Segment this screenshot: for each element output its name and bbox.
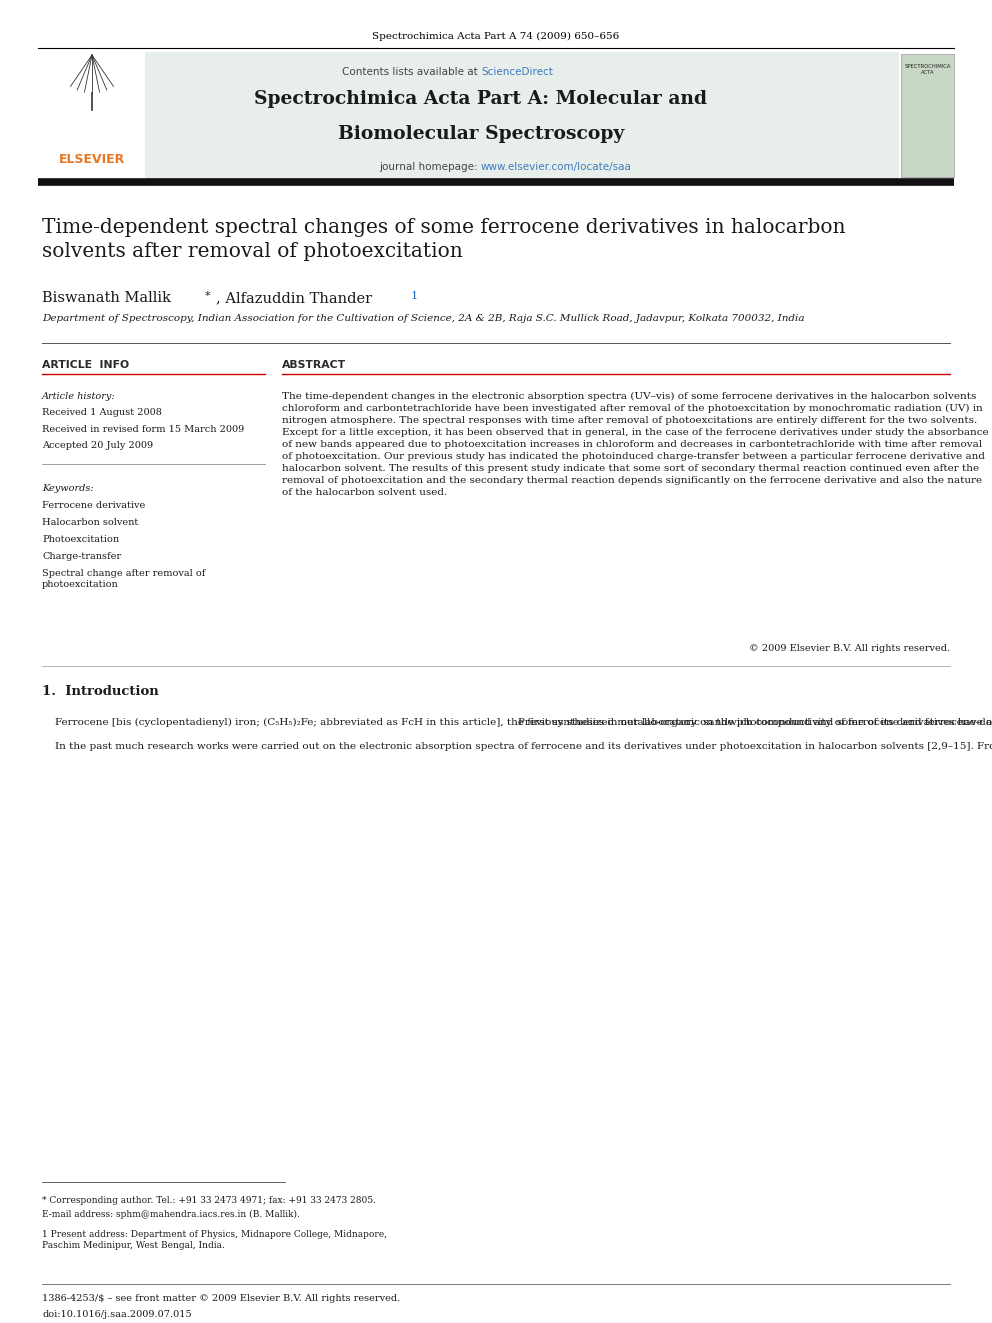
Text: 1: 1 — [411, 291, 418, 302]
Text: ELSEVIER: ELSEVIER — [59, 153, 125, 165]
Text: ScienceDirect: ScienceDirect — [481, 67, 553, 77]
Bar — [901, 54, 954, 177]
Text: 1 Present address: Department of Physics, Midnapore College, Midnapore,
Paschim : 1 Present address: Department of Physics… — [42, 1230, 387, 1250]
Text: Previous studies in our laboratory on the photoconductivity of ferrocene and fer: Previous studies in our laboratory on th… — [505, 718, 992, 728]
Text: * Corresponding author. Tel.: +91 33 2473 4971; fax: +91 33 2473 2805.: * Corresponding author. Tel.: +91 33 247… — [42, 1196, 376, 1205]
Text: Biomolecular Spectroscopy: Biomolecular Spectroscopy — [338, 124, 624, 143]
Bar — [145, 52, 899, 180]
Text: Received in revised form 15 March 2009: Received in revised form 15 March 2009 — [42, 425, 244, 434]
Text: Article history:: Article history: — [42, 392, 116, 401]
Text: Ferrocene derivative: Ferrocene derivative — [42, 501, 145, 509]
Text: Contents lists available at: Contents lists available at — [342, 67, 481, 77]
Text: Spectrochimica Acta Part A 74 (2009) 650–656: Spectrochimica Acta Part A 74 (2009) 650… — [372, 32, 620, 41]
Text: www.elsevier.com/locate/saa: www.elsevier.com/locate/saa — [481, 161, 632, 172]
Text: Time-dependent spectral changes of some ferrocene derivatives in halocarbon
solv: Time-dependent spectral changes of some … — [42, 218, 845, 261]
Text: Department of Spectroscopy, Indian Association for the Cultivation of Science, 2: Department of Spectroscopy, Indian Assoc… — [42, 314, 805, 323]
Text: Halocarbon solvent: Halocarbon solvent — [42, 519, 138, 527]
Text: Received 1 August 2008: Received 1 August 2008 — [42, 409, 162, 418]
Text: E-mail address: sphm@mahendra.iacs.res.in (B. Mallik).: E-mail address: sphm@mahendra.iacs.res.i… — [42, 1211, 300, 1218]
Bar — [38, 52, 145, 180]
Text: The time-dependent changes in the electronic absorption spectra (UV–vis) of some: The time-dependent changes in the electr… — [282, 392, 989, 497]
Text: 1386-4253/$ – see front matter © 2009 Elsevier B.V. All rights reserved.: 1386-4253/$ – see front matter © 2009 El… — [42, 1294, 400, 1303]
Text: ABSTRACT: ABSTRACT — [282, 360, 346, 370]
Text: SPECTROCHIMICA
ACTA: SPECTROCHIMICA ACTA — [905, 64, 950, 75]
Text: journal homepage:: journal homepage: — [379, 161, 481, 172]
Text: © 2009 Elsevier B.V. All rights reserved.: © 2009 Elsevier B.V. All rights reserved… — [749, 644, 950, 654]
Text: *: * — [205, 291, 210, 302]
Text: Charge-transfer: Charge-transfer — [42, 552, 121, 561]
Text: Photoexcitation: Photoexcitation — [42, 534, 119, 544]
Text: , Alfazuddin Thander: , Alfazuddin Thander — [216, 291, 372, 306]
Text: Spectral change after removal of
photoexcitation: Spectral change after removal of photoex… — [42, 569, 205, 589]
Text: Spectrochimica Acta Part A: Molecular and: Spectrochimica Acta Part A: Molecular an… — [254, 90, 707, 108]
Text: doi:10.1016/j.saa.2009.07.015: doi:10.1016/j.saa.2009.07.015 — [42, 1310, 191, 1319]
Text: 1.  Introduction: 1. Introduction — [42, 685, 159, 699]
Text: Keywords:: Keywords: — [42, 484, 93, 493]
Text: Biswanath Mallik: Biswanath Mallik — [42, 291, 171, 306]
Text: ARTICLE  INFO: ARTICLE INFO — [42, 360, 129, 370]
Text: Accepted 20 July 2009: Accepted 20 July 2009 — [42, 442, 153, 451]
Text: Ferrocene [bis (cyclopentadienyl) iron; (C₅H₅)₂Fe; abbreviated as FcH in this ar: Ferrocene [bis (cyclopentadienyl) iron; … — [42, 718, 992, 751]
